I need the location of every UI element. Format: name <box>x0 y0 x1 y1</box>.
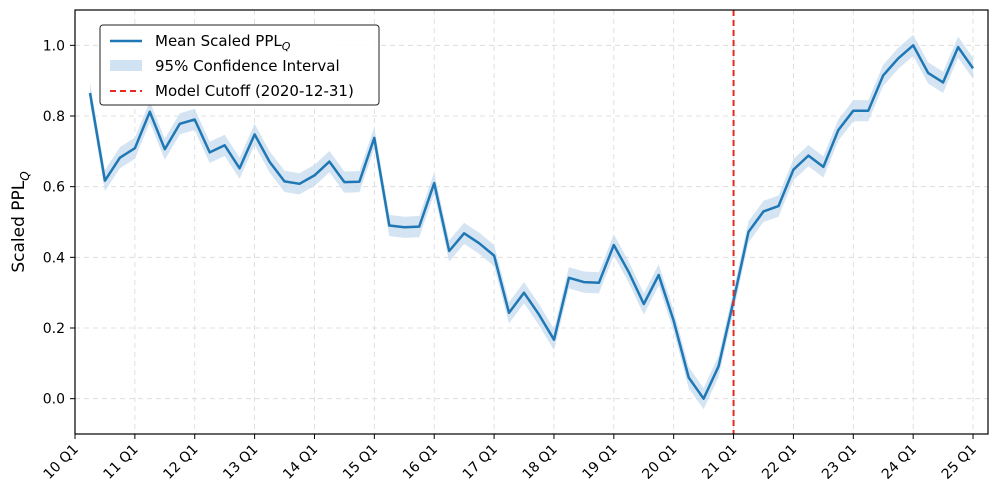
legend-band-swatch <box>110 60 142 71</box>
legend-entry-ci: 95% Confidence Interval <box>155 57 340 75</box>
y-tick-label: 0.4 <box>43 250 65 266</box>
y-axis: 0.0 0.2 0.4 0.6 0.8 1.0 <box>43 38 75 408</box>
y-axis-label: Scaled PPLQ <box>9 171 32 272</box>
plot-frame <box>74 9 989 435</box>
y-tick-label: 0.6 <box>43 180 65 196</box>
y-tick-label: 0.0 <box>43 392 65 408</box>
legend-entry-mean-sub: Q <box>282 40 291 53</box>
y-axis-label-main: Scaled PPL <box>9 180 29 272</box>
legend-entry-cutoff: Model Cutoff (2020-12-31) <box>155 82 354 100</box>
legend-entry-mean-main: Mean Scaled PPL <box>155 32 282 50</box>
legend-entry-mean: Mean Scaled PPLQ <box>155 32 291 53</box>
y-axis-label-sub: Q <box>18 171 32 180</box>
mean-series-line <box>88 44 975 400</box>
y-tick-label: 1.0 <box>43 38 65 54</box>
y-tick-label: 0.2 <box>43 321 65 337</box>
series-line-layer <box>88 44 975 400</box>
legend-box <box>99 24 380 106</box>
y-tick-label: 0.8 <box>43 109 65 125</box>
legend: Mean Scaled PPLQ 95% Confidence Interval… <box>99 24 380 106</box>
